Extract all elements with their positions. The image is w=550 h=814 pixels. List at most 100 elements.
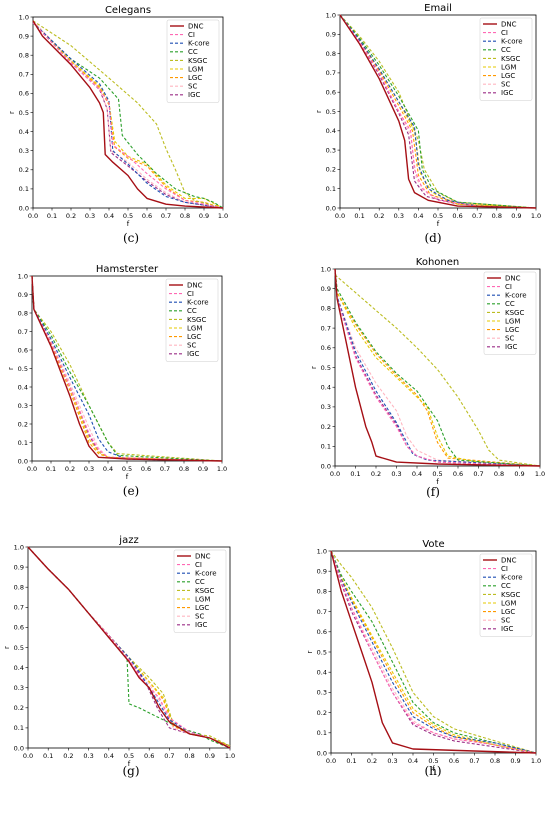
series-line-ksgc	[330, 550, 537, 754]
series-line-ksgc	[31, 275, 223, 462]
series-line-k-core	[330, 550, 537, 754]
y-tick-label: 0.3	[14, 684, 24, 692]
legend-label: CI	[187, 290, 194, 298]
series-line-lgc	[339, 14, 537, 209]
y-tick-label: 0.0	[321, 462, 331, 470]
x-tick-label: 1.0	[531, 212, 541, 220]
legend-label: CC	[188, 48, 198, 56]
series-line-lgm	[31, 275, 223, 462]
y-tick-label: 0.9	[321, 285, 331, 293]
y-tick-label: 0.9	[18, 291, 28, 299]
x-tick-label: 0.4	[412, 470, 422, 478]
x-tick-label: 0.3	[84, 465, 94, 473]
legend-label: K-core	[501, 38, 523, 46]
y-tick-label: 0.3	[317, 689, 327, 697]
legend-label: LGC	[188, 74, 202, 82]
legend-label: K-core	[188, 40, 210, 48]
series-line-dnc	[32, 20, 224, 209]
x-tick-label: 0.0	[335, 212, 345, 220]
y-tick-label: 0.7	[321, 324, 331, 332]
y-tick-label: 0.2	[326, 166, 336, 174]
series-line-ci	[339, 14, 537, 209]
x-tick-label: 0.4	[408, 757, 418, 765]
legend-label: LGM	[187, 324, 202, 332]
legend-label: CI	[501, 565, 508, 573]
y-tick-label: 0.1	[321, 443, 331, 451]
legend-box	[483, 271, 537, 355]
legend-label: LGM	[501, 63, 516, 71]
legend-label: K-core	[501, 574, 523, 582]
series-line-ci	[27, 546, 231, 749]
y-tick-label: 0.2	[18, 420, 28, 428]
legend-label: LGM	[195, 595, 210, 603]
chart-panel-jazz: jazz 0.0 0.1 0.2 0.3 0.4 0.5 0.6 0.7 0.8 0.9 1.0 0.0…	[3, 535, 235, 778]
chart-title: jazz	[118, 535, 138, 546]
y-tick-label: 0.8	[321, 305, 331, 313]
y-tick-label: 0.0	[317, 749, 327, 757]
x-tick-label: 0.9	[514, 470, 524, 478]
y-tick-label: 0.2	[321, 423, 331, 431]
series-line-k-core	[334, 268, 541, 467]
legend-label: CI	[195, 561, 202, 569]
y-tick-label: 0.8	[317, 588, 327, 596]
y-tick-label: 0.9	[19, 32, 29, 40]
panel-caption: (g)	[122, 764, 139, 778]
legend-label: DNC	[501, 556, 517, 564]
legend-label: SC	[501, 81, 510, 89]
y-tick-label: 1.0	[326, 11, 336, 19]
x-tick-label: 1.0	[218, 212, 228, 220]
y-tick-label: 0.6	[18, 346, 28, 354]
series-line-dnc	[339, 14, 537, 209]
x-axis-label: f	[432, 765, 435, 773]
series-line-cc	[27, 546, 231, 749]
series-line-cc	[31, 275, 223, 462]
series-line-dnc	[31, 275, 223, 462]
x-tick-label: 0.1	[354, 212, 364, 220]
legend-label: CC	[187, 307, 197, 315]
x-tick-label: 0.8	[492, 212, 502, 220]
y-tick-label: 0.1	[18, 439, 28, 447]
y-tick-label: 0.4	[14, 664, 24, 672]
legend-label: DNC	[188, 22, 204, 30]
x-tick-label: 0.0	[27, 465, 37, 473]
x-tick-label: 0.0	[330, 470, 340, 478]
series-line-k-core	[31, 275, 223, 462]
y-tick-label: 0.6	[321, 344, 331, 352]
y-tick-label: 0.5	[326, 108, 336, 116]
legend-box	[173, 549, 227, 633]
series-line-dnc	[330, 550, 537, 754]
legend-box	[479, 17, 533, 101]
x-tick-label: 0.2	[374, 212, 384, 220]
y-tick-label: 0.8	[18, 309, 28, 317]
legend-label: DNC	[195, 552, 211, 560]
y-tick-label: 0.7	[317, 608, 327, 616]
legend-label: LGM	[188, 65, 203, 73]
legend-label: K-core	[505, 292, 527, 300]
x-tick-label: 1.0	[217, 465, 227, 473]
series-line-k-core	[32, 22, 224, 209]
legend-label: DNC	[187, 281, 203, 289]
legend-label: IGC	[195, 621, 207, 629]
legend-label: SC	[501, 617, 510, 625]
x-tick-label: 1.0	[225, 752, 235, 760]
y-tick-label: 0.9	[14, 563, 24, 571]
legend-label: SC	[505, 335, 514, 343]
y-tick-label: 0.6	[317, 628, 327, 636]
y-tick-label: 1.0	[321, 265, 331, 273]
legend-label: IGC	[501, 89, 513, 97]
x-tick-label: 0.6	[452, 212, 462, 220]
series-line-cc	[339, 14, 537, 209]
series-line-cc	[330, 550, 537, 754]
y-tick-label: 0.6	[19, 90, 29, 98]
y-axis-label: r	[7, 367, 15, 370]
y-axis-label: r	[3, 646, 11, 649]
legend-label: CC	[505, 300, 515, 308]
y-tick-label: 0.9	[326, 31, 336, 39]
x-tick-label: 0.1	[46, 465, 56, 473]
x-tick-label: 0.2	[66, 212, 76, 220]
y-tick-label: 0.7	[19, 71, 29, 79]
legend-label: KSGC	[501, 591, 520, 599]
series-line-lgc	[334, 268, 541, 467]
y-tick-label: 0.7	[326, 69, 336, 77]
